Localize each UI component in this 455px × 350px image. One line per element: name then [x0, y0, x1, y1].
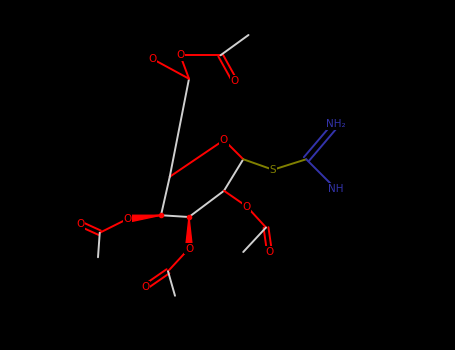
- Text: S: S: [270, 165, 276, 175]
- Polygon shape: [186, 217, 192, 248]
- Text: O: O: [148, 54, 157, 64]
- Text: O: O: [230, 76, 238, 85]
- Text: O: O: [265, 247, 273, 257]
- Text: O: O: [230, 76, 238, 85]
- Text: O: O: [176, 50, 184, 60]
- Polygon shape: [127, 215, 161, 222]
- Text: O: O: [76, 219, 85, 229]
- Text: O: O: [141, 282, 149, 292]
- Text: O: O: [141, 282, 149, 292]
- Text: O: O: [243, 202, 251, 211]
- Text: NH: NH: [328, 184, 344, 194]
- Text: O: O: [265, 247, 273, 257]
- Text: O: O: [185, 244, 193, 253]
- Text: O: O: [220, 135, 228, 145]
- Text: NH₂: NH₂: [326, 119, 346, 129]
- Text: O: O: [124, 214, 132, 224]
- Text: O: O: [76, 219, 85, 229]
